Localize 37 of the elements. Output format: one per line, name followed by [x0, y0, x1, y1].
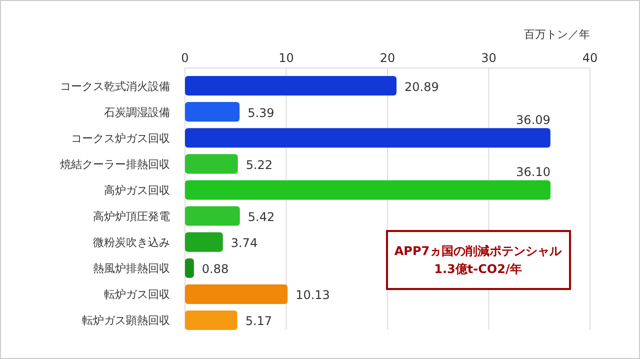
y-tick-label: コークス乾式消火設備 — [60, 80, 170, 93]
data-label: 10.13 — [296, 288, 330, 302]
x-tick-label: 20 — [380, 51, 396, 65]
x-tick-label: 10 — [278, 51, 294, 65]
data-label: 5.22 — [246, 158, 273, 172]
bar — [185, 310, 238, 330]
y-tick-label: 熱風炉排熱回収 — [93, 262, 170, 276]
bar — [185, 206, 240, 226]
bar — [185, 258, 194, 278]
data-label: 5.39 — [248, 106, 274, 120]
bar — [185, 180, 551, 200]
bar — [185, 128, 550, 148]
y-tick-label: 石炭調湿設備 — [104, 106, 170, 119]
bar — [185, 232, 223, 252]
bar — [185, 284, 288, 304]
y-tick-label: 高炉炉頂圧発電 — [93, 210, 170, 224]
data-label: 5.17 — [245, 314, 272, 328]
x-tick-label: 30 — [481, 51, 496, 65]
y-tick-label: 転炉ガス顕熱回収 — [82, 314, 170, 328]
x-tick-label: 40 — [582, 51, 598, 65]
x-tick-label: 0 — [181, 51, 189, 65]
y-tick-label: 転炉ガス回収 — [104, 288, 170, 302]
y-tick-label: 微粉炭吹き込み — [93, 236, 170, 250]
y-tick-label: コークス炉ガス回収 — [71, 132, 170, 145]
data-label: 36.10 — [516, 165, 551, 180]
data-label: 20.89 — [404, 80, 439, 94]
annotation: APP7ヵ国の削減ポテンシャル 1.3億t-CO2/年 — [394, 244, 563, 276]
x-axis-title: 百万トン／年 — [524, 28, 590, 41]
bar — [185, 154, 238, 174]
y-tick-label: 焼結クーラー排熱回収 — [60, 158, 170, 171]
data-label: 0.88 — [202, 262, 229, 276]
data-label: 5.42 — [248, 210, 275, 224]
data-label: 36.09 — [516, 113, 550, 128]
bar — [185, 76, 397, 96]
data-label: 3.74 — [230, 236, 258, 250]
y-tick-label: 高炉ガス回収 — [104, 184, 170, 197]
bar — [185, 102, 240, 122]
